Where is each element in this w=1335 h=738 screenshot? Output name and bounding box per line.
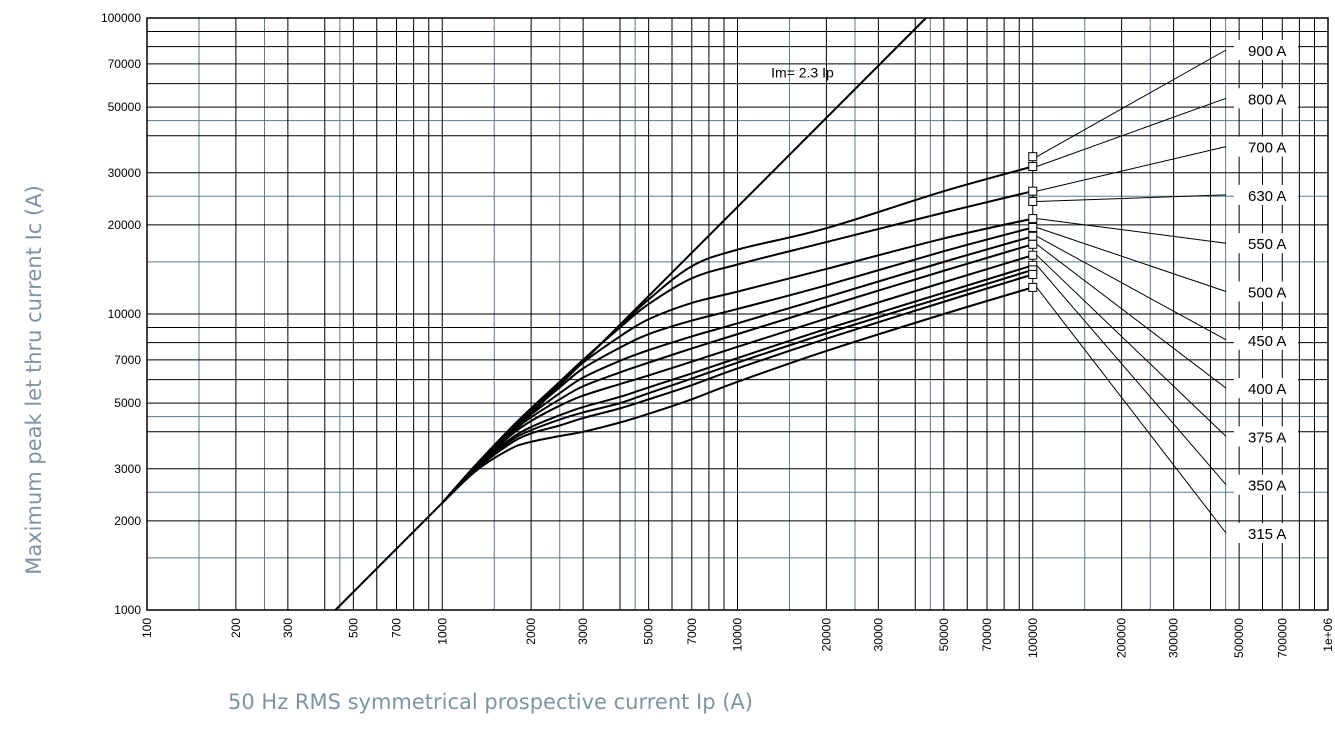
- x-tick-label: 5000: [642, 618, 656, 645]
- curve-350a: [441, 273, 1034, 504]
- series-label-bg: [1234, 88, 1298, 109]
- series-label-bg: [1234, 426, 1298, 447]
- x-tick-label: 500000: [1232, 618, 1246, 658]
- tick-labels: 100000 70000 50000 30000 20000 10000 7000 5000 3…: [101, 11, 1335, 658]
- series-label-bg: [1234, 329, 1298, 350]
- x-tick-label: 700000: [1275, 618, 1289, 658]
- major-grid: [147, 18, 1328, 610]
- curve-550a: [441, 235, 1034, 504]
- x-tick-label: 100000: [1026, 618, 1040, 658]
- x-tick-label: 10000: [731, 618, 745, 652]
- series-label: 630 A: [1248, 188, 1286, 205]
- series-label: 800 A: [1248, 91, 1286, 108]
- series-label: 375 A: [1248, 429, 1286, 446]
- y-tick-label: 3000: [114, 462, 141, 476]
- label-pointer-line: [1036, 287, 1227, 534]
- series-label-bg: [1234, 233, 1298, 254]
- series-label-bg: [1234, 281, 1298, 302]
- curve-375a: [441, 268, 1034, 504]
- y-axis-title: Maximum peak let thru current Ic (A): [22, 185, 46, 575]
- end-marker: [1028, 196, 1038, 206]
- x-tick-label: 3000: [576, 618, 590, 645]
- x-tick-label: 100: [140, 618, 154, 638]
- x-tick-label: 30000: [871, 618, 885, 652]
- end-marker: [1028, 152, 1038, 162]
- series-label-bg: [1234, 184, 1298, 205]
- curves: [334, 17, 1038, 611]
- series-label: 700 A: [1248, 140, 1286, 157]
- series-label: 900 A: [1248, 43, 1286, 60]
- series-label-bg: [1234, 378, 1298, 399]
- curve-500a: [441, 243, 1034, 504]
- label-pointers: [1036, 49, 1227, 534]
- series-label: 450 A: [1248, 333, 1286, 350]
- curve-900a: [441, 165, 1034, 504]
- end-marker: [1028, 231, 1038, 241]
- curve-315a: [441, 286, 1034, 504]
- x-axis-title: 50 Hz RMS symmetrical prospective curren…: [228, 690, 753, 714]
- series-label-bg: [1234, 523, 1298, 543]
- series-label-bg: [1234, 474, 1298, 495]
- y-tick-label: 1000: [114, 603, 141, 617]
- curve-400a: [441, 264, 1034, 504]
- end-marker: [1028, 186, 1038, 196]
- x-tick-label: 1000: [435, 618, 449, 645]
- label-pointer-line: [1036, 227, 1227, 292]
- label-pointer-line: [1036, 235, 1227, 341]
- series-label: 315 A: [1248, 526, 1286, 543]
- y-tick-label: 70000: [108, 57, 142, 71]
- x-tick-label: 70000: [980, 618, 994, 652]
- y-tick-label: 20000: [108, 218, 142, 232]
- x-tick-label: 300000: [1167, 618, 1181, 658]
- x-tick-label: 1e+06: [1321, 618, 1335, 652]
- y-tick-label: 50000: [108, 100, 142, 114]
- label-pointer-line: [1036, 254, 1227, 437]
- x-tick-label: 300: [281, 618, 295, 638]
- x-tick-label: 7000: [685, 618, 699, 645]
- series-label-bg: [1234, 40, 1298, 60]
- series-label: 500 A: [1248, 285, 1286, 302]
- plot-frame: [146, 17, 1329, 611]
- end-marker: [1028, 222, 1038, 232]
- reference-line: [334, 17, 927, 611]
- label-pointer-line: [1036, 97, 1227, 167]
- label-pointer-line: [1036, 243, 1227, 389]
- x-tick-label: 200000: [1115, 618, 1129, 658]
- series-labels: Im= 2.3 Ip 900 A 800 A 700 A 630 A 550 A 500 A…: [771, 40, 1298, 543]
- label-pointer-line: [1036, 218, 1227, 244]
- end-marker: [1028, 250, 1038, 260]
- y-tick-label: 30000: [108, 166, 142, 180]
- end-marker: [1028, 269, 1038, 279]
- end-marker: [1028, 162, 1038, 172]
- x-tick-label: 200: [229, 618, 243, 638]
- label-pointer-line: [1036, 146, 1227, 192]
- y-tick-label: 100000: [101, 11, 141, 25]
- series-label: 550 A: [1248, 236, 1286, 253]
- end-marker: [1028, 214, 1038, 224]
- x-tick-label: 20000: [819, 618, 833, 652]
- y-tick-label: 5000: [114, 396, 141, 410]
- label-pointer-line: [1036, 194, 1227, 202]
- y-tick-label: 10000: [108, 307, 142, 321]
- series-label: 350 A: [1248, 478, 1286, 495]
- curve-450a: [441, 254, 1034, 504]
- reference-line-label: Im= 2.3 Ip: [771, 64, 834, 80]
- label-pointer-line: [1036, 49, 1227, 158]
- y-tick-label: 7000: [114, 353, 141, 367]
- series-label: 400 A: [1248, 381, 1286, 398]
- x-tick-label: 500: [346, 618, 360, 638]
- series-label-bg: [1234, 136, 1298, 157]
- x-tick-label: 700: [390, 618, 404, 638]
- y-tick-label: 2000: [114, 514, 141, 528]
- end-marker: [1028, 239, 1038, 249]
- x-tick-label: 50000: [937, 618, 951, 652]
- end-marker: [1028, 282, 1038, 292]
- label-pointer-line: [1036, 265, 1227, 486]
- x-tick-label: 2000: [524, 618, 538, 645]
